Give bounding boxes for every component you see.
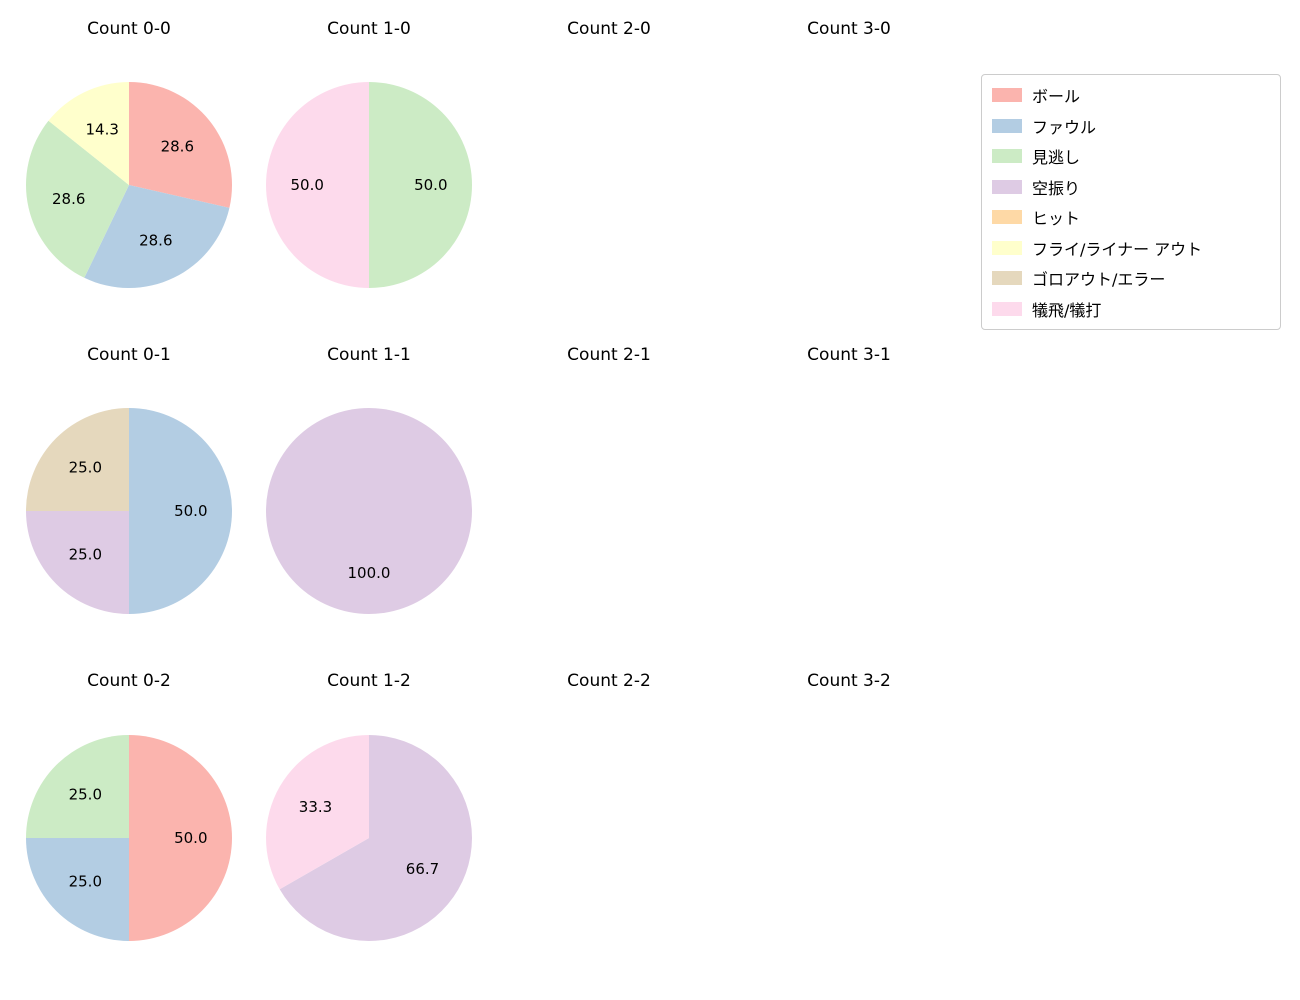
pie-slice [266,408,472,614]
subplot-title-count-2-0: Count 2-0 [567,19,651,39]
legend-item: 空振り [992,172,1270,203]
pie-chart-count-1-0: 50.0 50.0 [266,82,472,288]
legend-swatch-fly-liner-out [992,240,1022,255]
pie-percent-label: 25.0 [69,873,102,891]
legend-item: ファウル [992,111,1270,142]
subplot-title-count-1-2: Count 1-2 [327,671,411,691]
pie-chart-count-0-0: 28.6 28.6 28.6 14.3 [25,82,233,289]
pie-percent-label: 25.0 [69,546,102,564]
pie-percent-label: 14.3 [85,120,118,138]
legend-swatch-called-strike [992,149,1022,164]
subplot-title-count-3-1: Count 3-1 [807,345,891,365]
legend-label-fly-liner-out: フライ/ライナー アウト [1032,239,1203,259]
subplot-title-count-3-2: Count 3-2 [807,671,891,691]
pie-percent-label: 28.6 [139,232,172,250]
legend-label-swinging-strike: 空振り [1032,178,1081,198]
pie-chart-count-1-2: 66.7 33.3 [266,735,473,941]
pie-slice [129,735,232,941]
subplot-title-count-0-0: Count 0-0 [87,19,171,39]
pie-slice [266,82,369,288]
pie-slice [26,511,129,614]
legend-swatch-swinging-strike [992,179,1022,194]
subplot-title-count-1-0: Count 1-0 [327,19,411,39]
pie-slice [266,735,369,890]
legend-label-hit: ヒット [1032,209,1081,229]
subplot-title-count-1-1: Count 1-1 [327,345,411,365]
subplot-title-count-2-2: Count 2-2 [567,671,651,691]
pie-slice [129,82,233,208]
pie-slice [26,838,129,941]
legend-item: ゴロアウト/エラー [992,263,1270,294]
subplot-title-count-3-0: Count 3-0 [807,19,891,39]
pie-slice [26,408,129,511]
pie-slice [26,735,129,838]
pie-slice [48,82,129,185]
pie-percent-label: 50.0 [414,176,447,194]
subplot-title-count-0-1: Count 0-1 [87,345,171,365]
pie-slice [129,408,232,614]
legend-label-ball: ボール [1032,87,1081,107]
subplot-title-count-0-2: Count 0-2 [87,671,171,691]
pie-slice [279,735,473,941]
legend-swatch-foul [992,118,1022,133]
pie-percent-label: 28.6 [52,190,85,208]
pie-percent-label: 50.0 [174,829,207,847]
legend-label-sac-fly-bunt: 犠飛/犠打 [1032,300,1102,320]
pie-percent-label: 100.0 [348,564,391,582]
legend-label-ground-out-error: ゴロアウト/エラー [1032,270,1166,290]
pie-percent-label: 25.0 [69,458,102,476]
pie-percent-label: 25.0 [69,785,102,803]
pie-slice [84,185,230,289]
pie-chart-count-0-2: 50.0 25.0 25.0 [26,735,232,941]
pie-slice [25,120,129,278]
pie-slice [369,82,472,288]
pie-chart-count-0-1: 50.0 25.0 25.0 [26,408,232,614]
legend-swatch-hit [992,210,1022,225]
pie-percent-label: 50.0 [174,502,207,520]
legend-item: フライ/ライナー アウト [992,233,1270,264]
legend-label-called-strike: 見逃し [1032,148,1081,168]
legend-swatch-ball [992,88,1022,103]
pie-percent-label: 50.0 [290,176,323,194]
legend-item: 見逃し [992,141,1270,172]
legend-swatch-ground-out-error [992,271,1022,286]
legend-swatch-sac-fly-bunt [992,301,1022,316]
pie-chart-count-1-1: 100.0 [266,408,472,614]
subplot-title-count-2-1: Count 2-1 [567,345,651,365]
legend-label-foul: ファウル [1032,117,1097,137]
legend-item: 犠飛/犠打 [992,294,1270,325]
pie-percent-label: 33.3 [299,798,332,816]
legend-item: ボール [992,80,1270,111]
pie-percent-label: 66.7 [406,860,439,878]
legend: ボール ファウル 見逃し 空振り ヒット フライ/ライナー アウト ゴロアウト/… [981,74,1281,330]
pie-percent-label: 28.6 [161,138,194,156]
legend-item: ヒット [992,202,1270,233]
